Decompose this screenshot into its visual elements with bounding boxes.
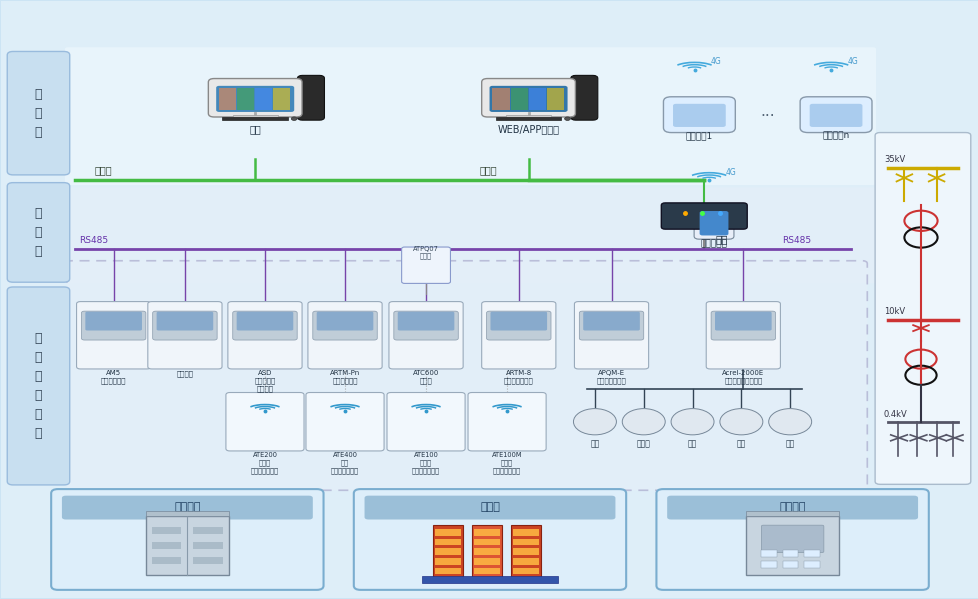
Bar (146, 511, 229, 516)
Bar (492, 87, 510, 110)
Text: 温湿度: 温湿度 (636, 440, 650, 449)
Bar (510, 87, 527, 110)
Bar (194, 527, 223, 534)
Bar (745, 516, 838, 575)
Bar (782, 550, 798, 557)
Text: 低压配电: 低压配电 (778, 502, 805, 512)
FancyBboxPatch shape (710, 311, 775, 340)
FancyBboxPatch shape (62, 495, 313, 519)
Text: WEB/APP服务器: WEB/APP服务器 (497, 124, 559, 134)
FancyBboxPatch shape (761, 525, 823, 553)
Bar (512, 530, 538, 536)
Text: 保
护
监
测
产
品: 保 护 监 测 产 品 (34, 332, 42, 440)
Text: ARTM-Pn
无线测温装置: ARTM-Pn 无线测温装置 (330, 370, 360, 385)
FancyBboxPatch shape (401, 247, 450, 283)
Text: 4G: 4G (710, 57, 721, 66)
Text: ARTM-8
智能温度巡检仪: ARTM-8 智能温度巡检仪 (504, 370, 533, 385)
FancyBboxPatch shape (233, 311, 297, 340)
Bar (152, 542, 181, 549)
FancyBboxPatch shape (216, 86, 294, 112)
Bar (474, 530, 499, 536)
Text: ATE400
无源
无线测温传感器: ATE400 无源 无线测温传感器 (331, 452, 359, 474)
FancyBboxPatch shape (313, 311, 377, 340)
FancyBboxPatch shape (699, 211, 728, 235)
FancyBboxPatch shape (583, 311, 640, 331)
Bar (512, 549, 538, 555)
Bar (804, 561, 820, 568)
FancyBboxPatch shape (490, 311, 547, 331)
FancyBboxPatch shape (237, 311, 293, 331)
Text: ATC600
收发器: ATC600 收发器 (413, 370, 439, 385)
Bar (255, 87, 272, 110)
FancyBboxPatch shape (308, 301, 381, 369)
Bar (435, 530, 461, 536)
FancyBboxPatch shape (397, 311, 454, 331)
Bar (804, 550, 820, 557)
FancyBboxPatch shape (67, 261, 867, 491)
Text: 水浸: 水浸 (688, 440, 696, 449)
Bar (512, 567, 538, 574)
Text: ATE100
螺柱式
无线测温传感器: ATE100 螺柱式 无线测温传感器 (412, 452, 439, 474)
Text: RS485: RS485 (781, 236, 811, 245)
FancyBboxPatch shape (489, 86, 567, 112)
Bar (472, 525, 501, 578)
Text: 0.4kV: 0.4kV (883, 410, 907, 419)
FancyBboxPatch shape (85, 311, 142, 331)
FancyBboxPatch shape (672, 104, 725, 127)
Bar (761, 550, 777, 557)
Circle shape (564, 117, 570, 120)
Text: 门磁: 门磁 (784, 440, 794, 449)
FancyBboxPatch shape (661, 203, 746, 229)
FancyBboxPatch shape (7, 287, 69, 485)
Bar (761, 561, 777, 568)
FancyBboxPatch shape (481, 301, 556, 369)
Bar (433, 525, 463, 578)
Bar (506, 115, 551, 117)
Circle shape (670, 409, 713, 435)
FancyBboxPatch shape (317, 311, 373, 331)
Bar (273, 87, 290, 110)
Text: Acrel-2000E
配电室环境监控设备: Acrel-2000E 配电室环境监控设备 (722, 370, 764, 385)
Text: 4G: 4G (725, 168, 735, 177)
FancyBboxPatch shape (7, 52, 69, 175)
Text: 中压配电: 中压配电 (174, 502, 200, 512)
Bar (237, 87, 254, 110)
Bar (474, 539, 499, 546)
FancyBboxPatch shape (388, 301, 463, 369)
Text: 10kV: 10kV (883, 307, 904, 316)
Bar (435, 567, 461, 574)
FancyBboxPatch shape (148, 301, 222, 369)
Bar (146, 516, 229, 575)
Text: ATE200
表带式
无线测温传感器: ATE200 表带式 无线测温传感器 (250, 452, 279, 474)
FancyBboxPatch shape (486, 311, 551, 340)
Text: 手机客户端: 手机客户端 (700, 240, 727, 249)
Bar (233, 115, 278, 117)
Text: 弧光保护: 弧光保护 (176, 370, 194, 377)
FancyBboxPatch shape (467, 392, 546, 451)
FancyBboxPatch shape (481, 78, 575, 117)
Text: 平
台
层: 平 台 层 (34, 87, 42, 139)
Bar (745, 511, 838, 516)
Text: 以太网: 以太网 (94, 165, 111, 175)
Circle shape (768, 409, 811, 435)
Text: 视频: 视频 (590, 440, 599, 449)
FancyBboxPatch shape (579, 311, 644, 340)
FancyBboxPatch shape (51, 489, 323, 590)
FancyBboxPatch shape (570, 75, 598, 120)
FancyBboxPatch shape (226, 392, 304, 451)
Bar (511, 525, 540, 578)
Bar (512, 558, 538, 564)
Bar (422, 576, 557, 583)
Bar (152, 556, 181, 564)
FancyBboxPatch shape (663, 97, 734, 132)
Text: 系统: 系统 (249, 124, 261, 134)
Bar (474, 567, 499, 574)
FancyBboxPatch shape (705, 301, 779, 369)
FancyBboxPatch shape (809, 104, 862, 127)
Text: ...: ... (760, 104, 775, 119)
Bar (219, 87, 236, 110)
Bar (782, 561, 798, 568)
Text: 变压器: 变压器 (479, 502, 500, 512)
FancyBboxPatch shape (799, 97, 871, 132)
